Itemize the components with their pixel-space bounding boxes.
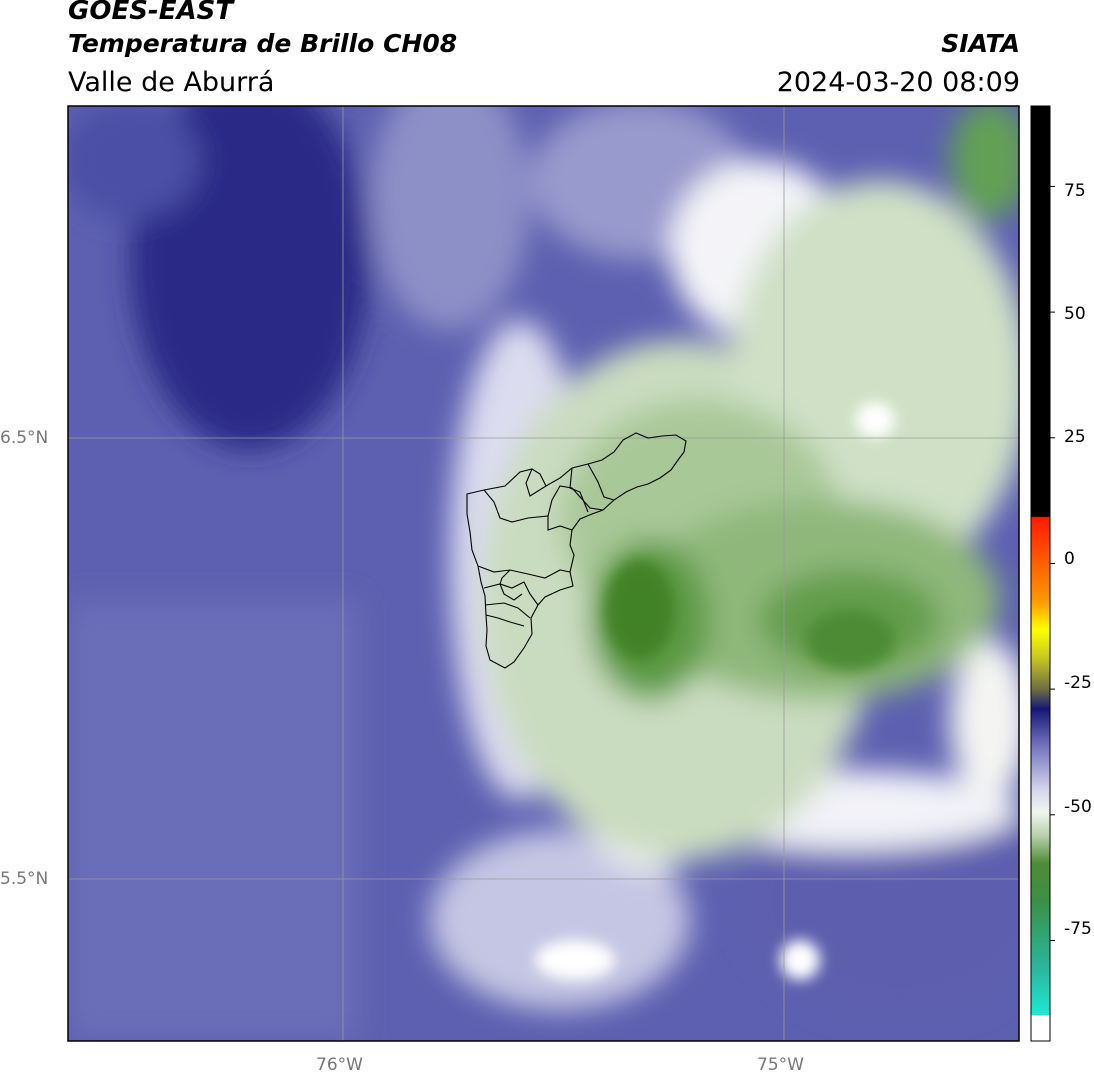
colorbar-tick-25: 25: [1064, 427, 1086, 447]
lon-label-75w: 75°W: [757, 1055, 804, 1075]
colorbar-frame: [1030, 105, 1051, 1042]
colorbar-tick-50: 50: [1064, 304, 1086, 324]
colorbar-tick-0: 0: [1064, 549, 1075, 569]
graticule: [68, 106, 1019, 1041]
lat-label-5-5n: 5.5°N: [0, 869, 49, 889]
colorbar-gradient: [1031, 106, 1050, 1041]
datetime-label: 2024-03-20 08:09: [776, 67, 1020, 98]
colorbar-tick-neg50: -50: [1064, 797, 1092, 817]
map-frame: [67, 105, 1020, 1042]
colorbar-tick-75: 75: [1064, 181, 1086, 201]
colorbar: [1030, 105, 1055, 1042]
colorbar-tick-neg25: -25: [1064, 673, 1092, 693]
organization-name: SIATA: [941, 29, 1020, 58]
colorbar-tick-neg75: -75: [1064, 919, 1092, 939]
satellite-name: GOES-EAST: [68, 0, 234, 26]
product-title: Temperatura de Brillo CH08: [68, 29, 458, 58]
lat-label-6-5n: 6.5°N: [0, 428, 49, 448]
lon-label-76w: 76°W: [316, 1055, 363, 1075]
brightness-temperature-field: [68, 106, 1019, 1041]
region-name: Valle de Aburrá: [68, 67, 275, 98]
municipality-borders: [466, 432, 687, 669]
